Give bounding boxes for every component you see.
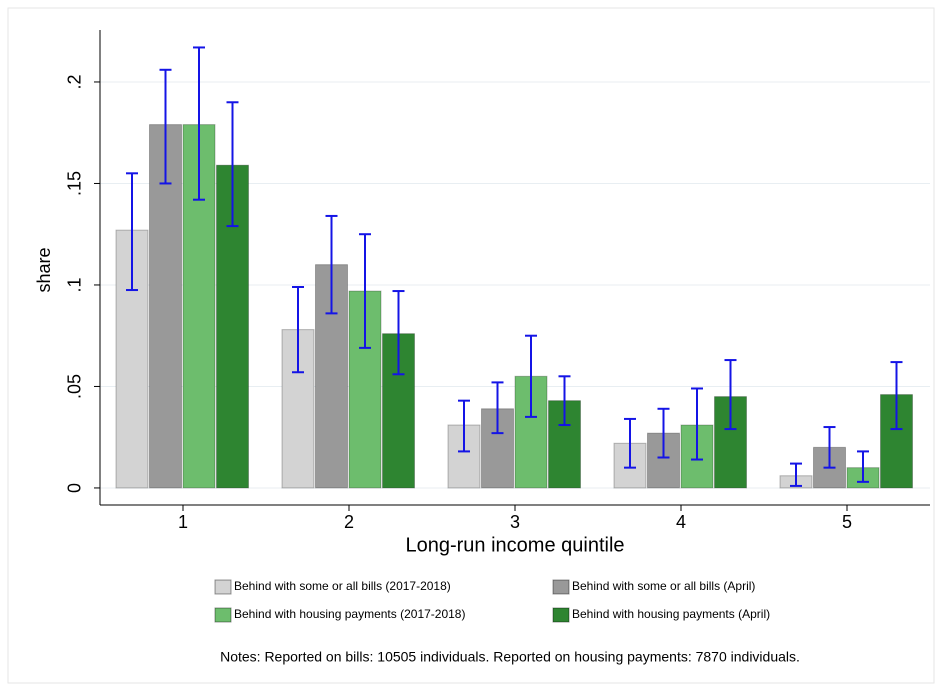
error-bar — [292, 285, 304, 374]
bar — [880, 394, 913, 489]
error-bar — [193, 46, 205, 201]
y-tick-label: .1 — [65, 277, 85, 292]
error-bar — [491, 381, 504, 435]
legend-swatch — [214, 579, 232, 595]
error-bar — [790, 462, 802, 487]
legend-label: Behind with housing payments (April) — [572, 607, 770, 621]
error-bar — [159, 68, 172, 185]
error-bar — [226, 101, 239, 228]
error-bar — [657, 407, 670, 459]
error-bar — [624, 417, 636, 469]
legend-swatch — [552, 579, 570, 595]
y-tick-label: .05 — [65, 374, 85, 399]
error-bar — [126, 172, 138, 292]
error-bar — [325, 214, 338, 315]
y-axis-label: share — [34, 247, 54, 292]
x-tick-label: 2 — [344, 512, 354, 532]
notes: Notes: Reported on bills: 10505 individu… — [220, 649, 800, 665]
y-tick-label: .15 — [65, 171, 85, 196]
error-bar — [890, 361, 903, 431]
x-tick-label: 3 — [510, 512, 520, 532]
error-bar — [724, 359, 737, 431]
error-bar — [857, 450, 869, 483]
error-bar — [359, 233, 371, 349]
x-tick-label: 1 — [178, 512, 188, 532]
x-tick-label: 5 — [842, 512, 852, 532]
y-tick-label: 0 — [65, 483, 85, 493]
legend-label: Behind with housing payments (2017-2018) — [234, 607, 465, 621]
y-tick-label: .2 — [65, 74, 85, 89]
x-tick-label: 4 — [676, 512, 686, 532]
error-bar — [691, 387, 703, 461]
legend-swatch — [214, 607, 232, 623]
error-bar — [458, 399, 470, 453]
legend-swatch — [552, 607, 570, 623]
error-bar — [392, 290, 405, 376]
bar — [149, 124, 182, 489]
error-bar — [525, 334, 537, 418]
legend-label: Behind with some or all bills (April) — [572, 579, 755, 593]
legend-label: Behind with some or all bills (2017-2018… — [234, 579, 451, 593]
bar — [115, 229, 149, 489]
x-axis-label: Long-run income quintile — [405, 534, 624, 556]
error-bar — [823, 426, 836, 469]
error-bar — [558, 375, 571, 427]
